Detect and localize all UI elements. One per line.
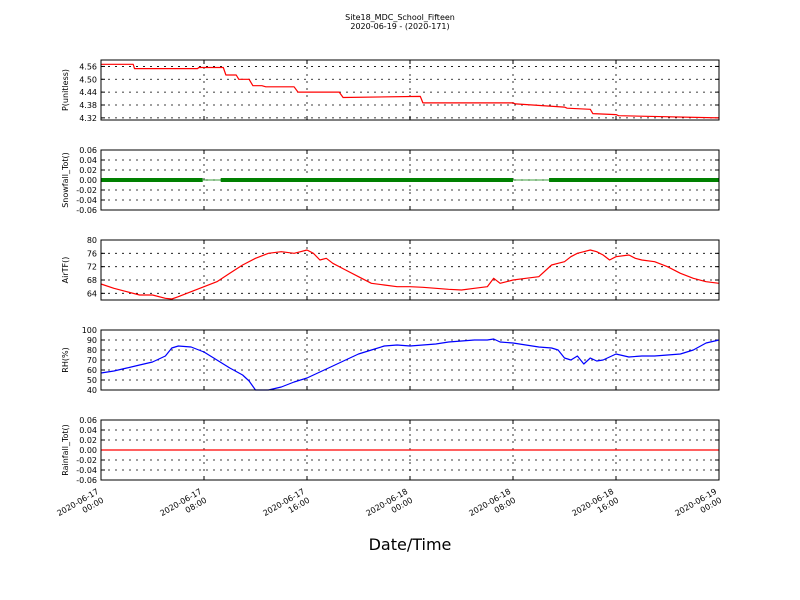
panel-3: 80 76 72 68 64 AirTF() bbox=[61, 236, 720, 301]
y-axis-label: Snowfall_Tot() bbox=[61, 152, 70, 208]
panel-2: 0.060.040.020.00-0.02-0.04-0.06 Snowfall_… bbox=[61, 146, 720, 215]
series-line bbox=[101, 63, 720, 119]
y-tick-label: -0.02 bbox=[76, 186, 97, 195]
axes-frame bbox=[100, 149, 720, 211]
y-tick-label: 90 bbox=[87, 336, 97, 345]
y-tick-label: 0.06 bbox=[79, 416, 97, 425]
y-tick-label: 4.56 bbox=[79, 62, 97, 71]
y-tick-label: -0.04 bbox=[76, 466, 97, 475]
y-tick-label: 80 bbox=[87, 236, 97, 245]
y-tick-label: 72 bbox=[87, 263, 97, 272]
y-tick-label: -0.04 bbox=[76, 196, 97, 205]
y-tick-label: 4.38 bbox=[79, 101, 97, 110]
y-axis-label: P(unitless) bbox=[61, 69, 70, 111]
y-tick-label: 50 bbox=[87, 376, 97, 385]
y-tick-label: 0.04 bbox=[79, 156, 97, 165]
panel-5: 0.060.040.020.00-0.02-0.04-0.06 Rainfall_… bbox=[61, 416, 720, 485]
y-tick-label: 68 bbox=[87, 276, 97, 285]
axes-frame bbox=[100, 329, 720, 391]
y-tick-label: -0.06 bbox=[76, 476, 97, 485]
y-tick-label: 4.50 bbox=[79, 75, 97, 84]
y-tick-label: 0.02 bbox=[79, 166, 97, 175]
y-tick-label: 40 bbox=[87, 386, 97, 395]
y-tick-label: 4.44 bbox=[79, 88, 97, 97]
y-tick-label: 0.02 bbox=[79, 436, 97, 445]
y-tick-label: 0.04 bbox=[79, 426, 97, 435]
y-tick-label: 0.00 bbox=[79, 176, 97, 185]
y-tick-label: 60 bbox=[87, 366, 97, 375]
y-tick-label: -0.06 bbox=[76, 206, 97, 215]
y-tick-label: 76 bbox=[87, 249, 97, 258]
axes-frame bbox=[100, 239, 720, 301]
series-line bbox=[100, 338, 720, 391]
chart-subtitle: 2020-06-19 - (2020-171) bbox=[350, 22, 449, 31]
panels: 4.564.504.444.384.32P(unitless)0.060.040… bbox=[61, 59, 720, 485]
y-tick-label: 100 bbox=[82, 326, 97, 335]
y-axis-label: Rainfall_Tot() bbox=[61, 424, 70, 476]
axes-frame bbox=[100, 419, 720, 481]
y-tick-label: 64 bbox=[87, 289, 97, 298]
y-axis-label: AirTF() bbox=[61, 257, 70, 284]
series-line bbox=[100, 249, 720, 300]
y-tick-label: 0.06 bbox=[79, 146, 97, 155]
y-tick-label: 4.32 bbox=[79, 114, 97, 123]
y-tick-label: 80 bbox=[87, 346, 97, 355]
y-tick-label: 70 bbox=[87, 356, 97, 365]
y-tick-label: -0.02 bbox=[76, 456, 97, 465]
panel-1: 4.56 4.50 4.44 4.38 4.32 P(unitless) bbox=[61, 59, 720, 123]
axes-frame bbox=[100, 59, 720, 121]
y-tick-label: 0.00 bbox=[79, 446, 97, 455]
chart-title: Site18_MDC_School_Fifteen bbox=[345, 13, 455, 22]
y-axis-label: RH(%) bbox=[61, 347, 70, 372]
x-axis-label: Date/Time bbox=[369, 535, 452, 554]
